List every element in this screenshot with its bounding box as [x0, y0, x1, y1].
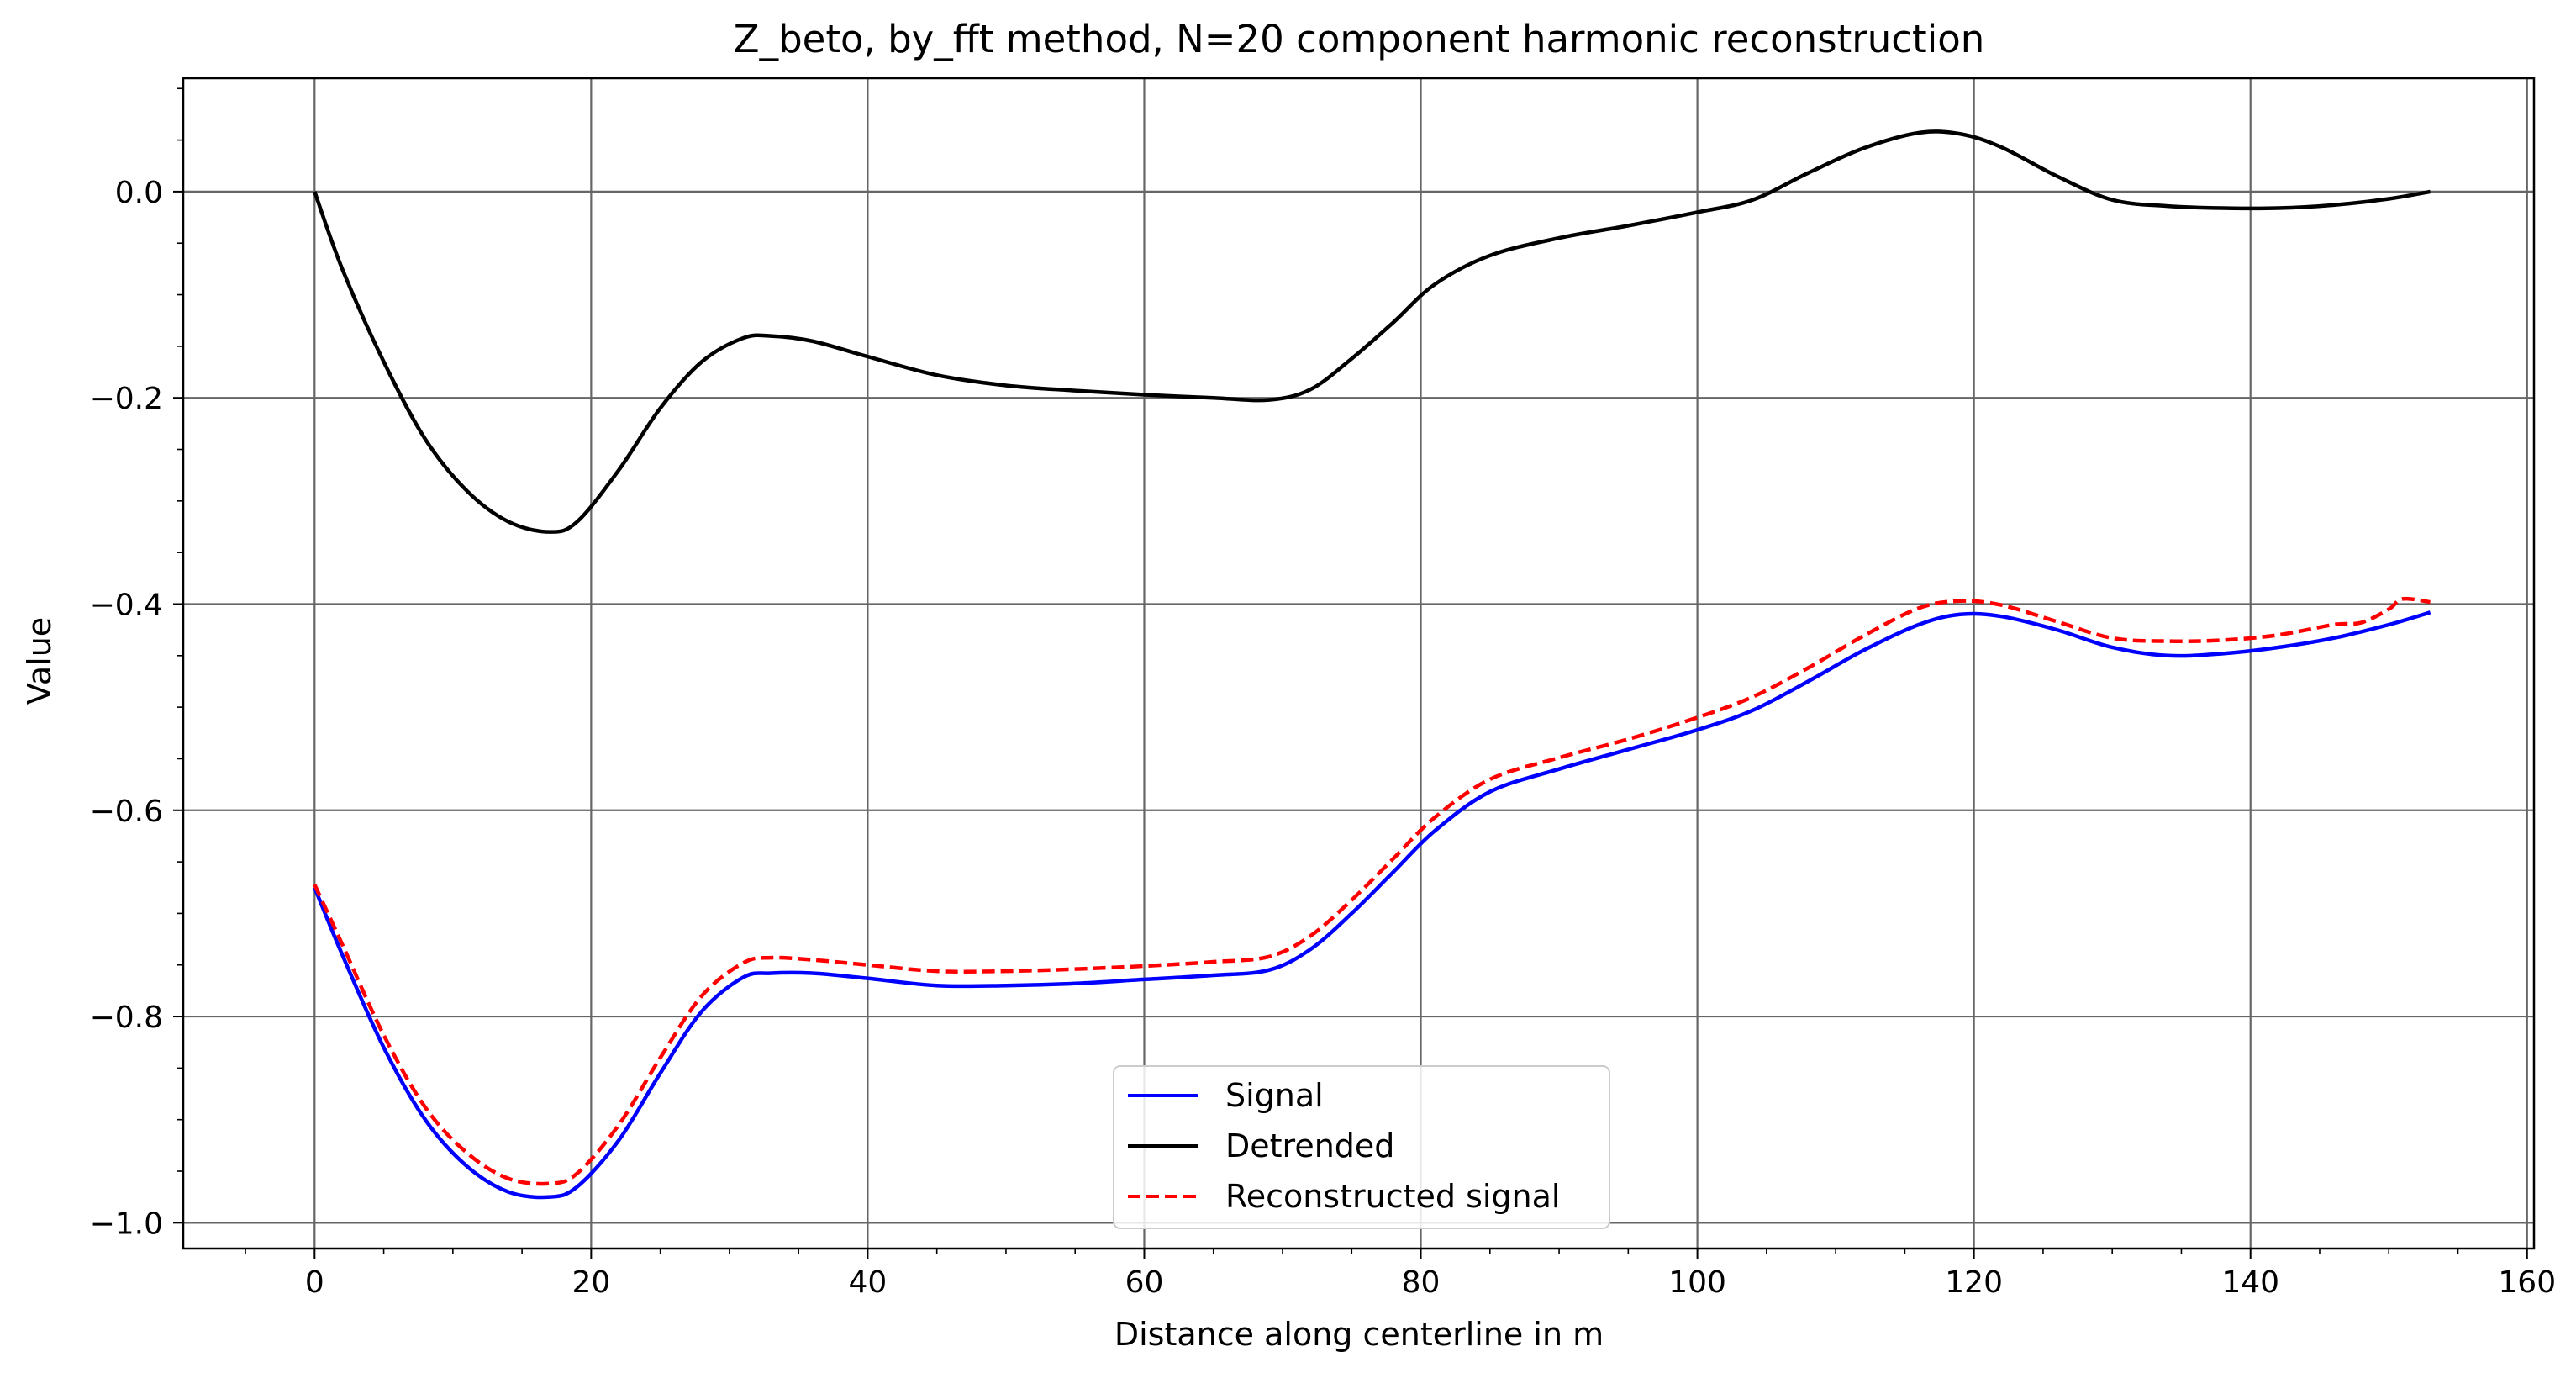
y-tick-label: −0.2 — [90, 382, 163, 416]
x-tick-label: 40 — [849, 1265, 888, 1300]
x-tick-label: 100 — [1668, 1265, 1726, 1300]
y-tick-label: −0.6 — [90, 795, 163, 829]
y-tick-label: 0.0 — [115, 176, 163, 210]
x-axis-label: Distance along centerline in m — [1114, 1316, 1604, 1353]
legend-label-reconstructed: Reconstructed signal — [1225, 1178, 1560, 1215]
chart-title: Z_beto, by_fft method, N=20 component ha… — [734, 17, 1985, 61]
x-tick-label: 120 — [1945, 1265, 2003, 1300]
legend-box — [1113, 1065, 1610, 1229]
legend-label-signal: Signal — [1225, 1077, 1324, 1114]
y-tick-label: −1.0 — [90, 1206, 163, 1241]
x-tick-label: 20 — [572, 1265, 610, 1300]
x-tick-label: 160 — [2498, 1265, 2556, 1300]
legend: Signal Detrended Reconstructed signal — [1113, 1065, 1610, 1229]
y-tick-label: −0.8 — [90, 1001, 163, 1035]
signal-line — [313, 610, 2431, 1200]
y-tick-label: −0.4 — [90, 588, 163, 622]
x-tick-label: 60 — [1125, 1265, 1164, 1300]
legend-label-detrended: Detrended — [1225, 1127, 1394, 1164]
plot-area-frame — [182, 77, 2536, 1250]
x-tick-label: 140 — [2221, 1265, 2279, 1300]
reconstructed-signal-line — [313, 596, 2431, 1186]
x-tick-label: 0 — [305, 1265, 324, 1300]
x-tick-label: 80 — [1402, 1265, 1441, 1300]
detrended-line — [313, 129, 2431, 534]
y-axis-label: Value — [21, 617, 58, 705]
